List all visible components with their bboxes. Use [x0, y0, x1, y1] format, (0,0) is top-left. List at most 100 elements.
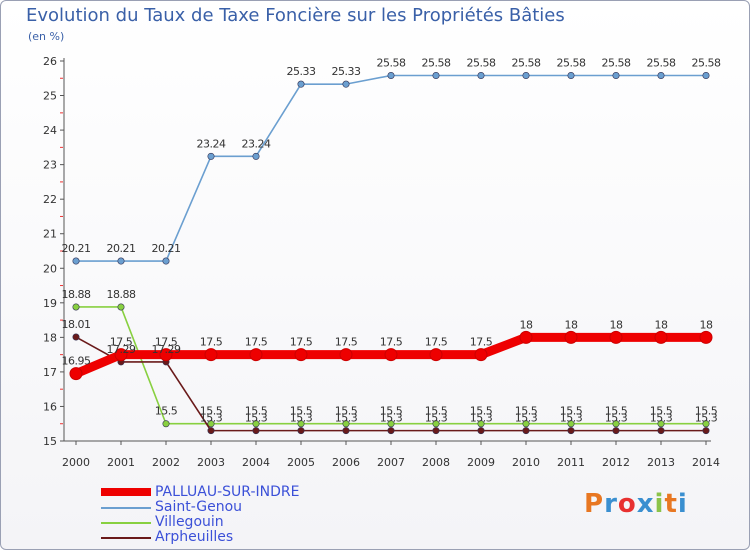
data-label: 17.5: [335, 336, 358, 349]
data-label: 25.33: [332, 65, 361, 78]
data-point: [699, 330, 713, 344]
data-point: [657, 72, 665, 80]
logo-letter: x: [636, 489, 655, 519]
data-point: [159, 348, 173, 362]
y-tick-label: 20: [43, 262, 57, 275]
x-tick-label: 2000: [62, 456, 90, 469]
data-label: 17.5: [425, 336, 448, 349]
data-point: [297, 80, 305, 88]
data-label: 25.58: [422, 57, 451, 70]
data-label: 17.29: [152, 343, 181, 356]
data-label: 18: [655, 318, 668, 331]
data-point: [567, 420, 575, 428]
data-label: 15.3: [605, 412, 628, 425]
y-tick-label: 21: [43, 228, 57, 241]
data-label: 15.5: [335, 405, 358, 418]
data-point: [432, 72, 440, 80]
x-tick-label: 2013: [647, 456, 675, 469]
y-tick-label: 25: [43, 90, 57, 103]
data-label: 18: [610, 318, 623, 331]
data-point: [72, 303, 80, 311]
data-label: 18.88: [107, 288, 136, 301]
data-label: 25.58: [602, 57, 631, 70]
data-label: 17.5: [200, 336, 223, 349]
series-line: [76, 74, 706, 262]
x-tick-label: 2007: [377, 456, 405, 469]
data-label: 16.95: [62, 355, 91, 368]
y-tick-label: 22: [43, 193, 57, 206]
data-point: [429, 348, 443, 362]
legend-swatch: [101, 537, 151, 539]
data-label: 18.88: [62, 288, 91, 301]
data-point: [72, 257, 80, 265]
data-label: 15.5: [650, 405, 673, 418]
y-tick-label: 15: [43, 435, 57, 448]
x-tick-label: 2014: [692, 456, 720, 469]
data-point: [252, 152, 260, 160]
data-point: [294, 348, 308, 362]
data-point: [474, 348, 488, 362]
data-label: 20.21: [62, 242, 91, 255]
data-point: [384, 348, 398, 362]
data-point: [342, 427, 350, 435]
data-label: 25.58: [557, 57, 586, 70]
data-label: 23.24: [197, 137, 226, 150]
data-point: [207, 420, 215, 428]
data-point: [657, 427, 665, 435]
data-label: 15.5: [605, 405, 628, 418]
x-tick-label: 2004: [242, 456, 270, 469]
data-label: 15.3: [695, 412, 718, 425]
data-point: [477, 427, 485, 435]
data-point: [609, 330, 623, 344]
x-tick-label: 2003: [197, 456, 225, 469]
data-label: 20.21: [152, 242, 181, 255]
data-label: 15.5: [200, 405, 223, 418]
data-point: [297, 420, 305, 428]
data-point: [249, 348, 263, 362]
data-label: 15.5: [470, 405, 493, 418]
data-point: [117, 257, 125, 265]
data-point: [339, 348, 353, 362]
data-point: [162, 420, 170, 428]
data-point: [252, 420, 260, 428]
data-label: 18.01: [62, 318, 91, 331]
data-point: [519, 330, 533, 344]
x-tick-label: 2009: [467, 456, 495, 469]
x-tick-label: 2006: [332, 456, 360, 469]
data-label: 17.5: [380, 336, 403, 349]
data-point: [522, 427, 530, 435]
data-point: [162, 257, 170, 265]
data-point: [432, 427, 440, 435]
y-tick-label: 18: [43, 331, 57, 344]
data-label: 18: [700, 318, 713, 331]
data-label: 15.5: [245, 405, 268, 418]
y-tick-label: 26: [43, 55, 57, 68]
y-tick-label: 19: [43, 297, 57, 310]
data-label: 15.3: [200, 412, 223, 425]
unit-label: (en %): [28, 30, 65, 43]
data-point: [342, 80, 350, 88]
data-label: 25.58: [647, 57, 676, 70]
data-label: 20.21: [107, 242, 136, 255]
data-point: [204, 348, 218, 362]
data-point: [477, 420, 485, 428]
data-label: 15.5: [380, 405, 403, 418]
data-label: 15.3: [245, 412, 268, 425]
data-label: 15.3: [335, 412, 358, 425]
data-point: [702, 72, 710, 80]
data-label: 15.5: [560, 405, 583, 418]
data-label: 17.5: [110, 336, 133, 349]
data-point: [612, 72, 620, 80]
data-label: 25.33: [287, 65, 316, 78]
x-tick-label: 2005: [287, 456, 315, 469]
data-label: 15.3: [425, 412, 448, 425]
data-point: [252, 427, 260, 435]
data-label: 15.3: [560, 412, 583, 425]
logo-letter: o: [617, 489, 637, 519]
logo-letter: P: [584, 489, 605, 519]
data-point: [657, 420, 665, 428]
legend-label: PALLUAU-SUR-INDRE: [155, 484, 300, 500]
data-label: 17.29: [107, 343, 136, 356]
data-label: 17.5: [470, 336, 493, 349]
y-tick-label: 16: [43, 400, 57, 413]
